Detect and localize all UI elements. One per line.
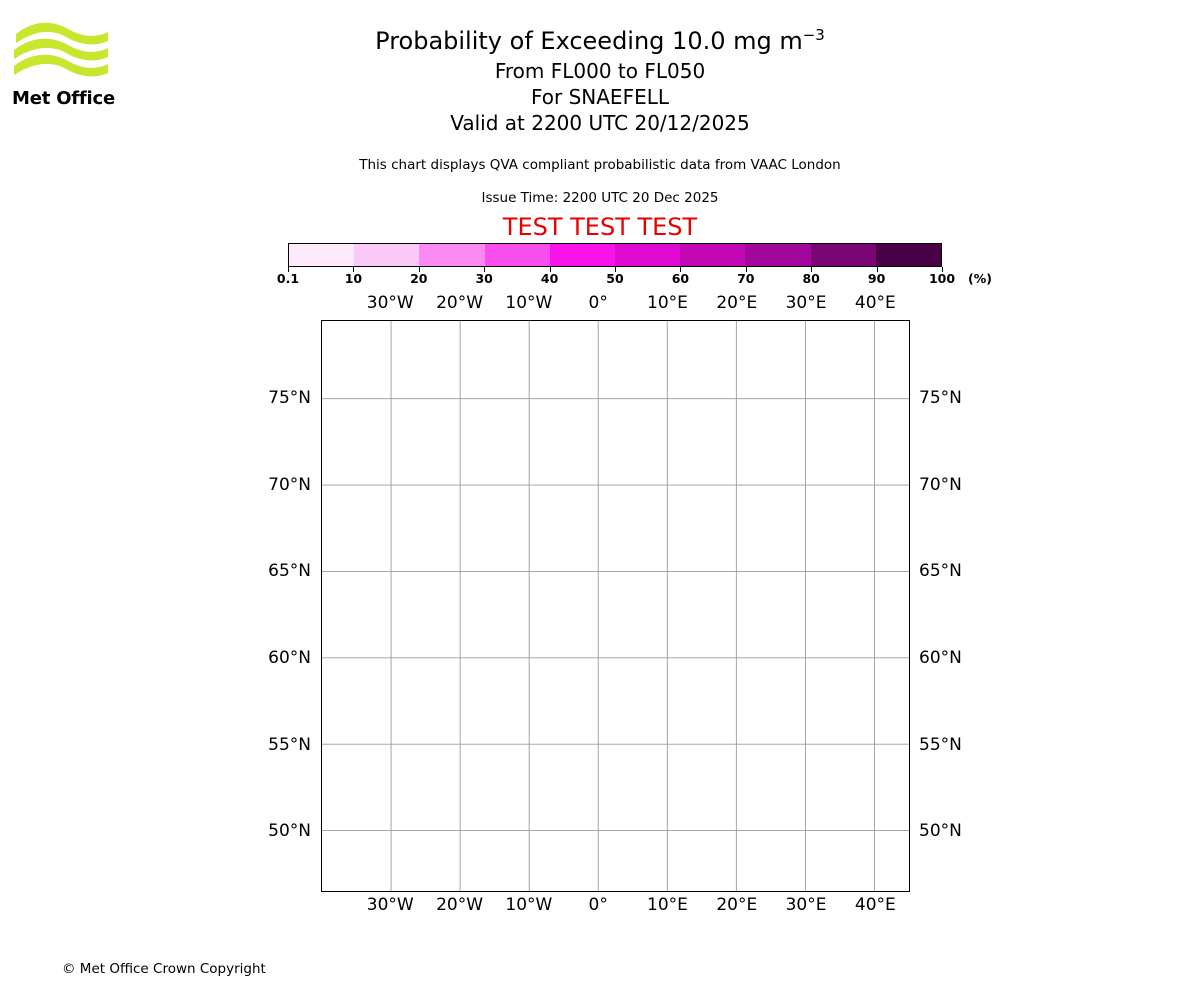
lon-label-top-40°E: 40°E	[854, 293, 896, 313]
lat-label-right-55°N: 55°N	[919, 734, 962, 755]
colorbar-tick-70	[745, 267, 747, 272]
colorbar-segment-4	[549, 244, 616, 266]
met-office-wordmark: Met Office	[12, 88, 116, 109]
colorbar-segment-3	[484, 244, 550, 266]
lon-label-top-0°: 0°	[588, 293, 608, 313]
colorbar-gradient	[288, 243, 942, 267]
colorbar-tick-80	[811, 267, 813, 272]
lon-label-bottom-30°W: 30°W	[366, 895, 414, 915]
colorbar-unit-label: (%)	[968, 271, 992, 286]
lon-label-top-30°E: 30°E	[785, 293, 827, 313]
colorbar-tick-label-30: 30	[475, 271, 493, 286]
colorbar-segment-7	[745, 244, 811, 266]
colorbar-segment-1	[354, 244, 420, 266]
title-volcano: For SNAEFELL	[530, 85, 669, 109]
lat-label-left-50°N: 50°N	[268, 821, 311, 842]
issue-time-label: Issue Time: 2200 UTC 20 Dec 2025	[481, 190, 719, 206]
colorbar-segment-9	[875, 244, 942, 266]
colorbar-tick-60	[680, 267, 682, 272]
colorbar-segment-2	[419, 244, 485, 266]
page-title: Probability of Exceeding 10.0 mg m−3	[0, 24, 1200, 58]
colorbar	[288, 243, 942, 267]
lat-label-right-75°N: 75°N	[919, 388, 962, 408]
colorbar-tick-20	[418, 267, 420, 272]
lat-label-right-70°N: 70°N	[919, 474, 962, 495]
colorbar-tick-10	[353, 267, 355, 272]
colorbar-tick-40	[549, 267, 551, 272]
met-office-logo	[12, 18, 112, 113]
lon-label-bottom-20°W: 20°W	[436, 895, 484, 915]
lat-label-right-65°N: 65°N	[919, 561, 962, 582]
lon-label-top-20°E: 20°E	[716, 293, 758, 313]
lon-label-bottom-10°E: 10°E	[647, 895, 688, 915]
colorbar-segment-5	[615, 244, 681, 266]
lat-label-left-60°N: 60°N	[268, 648, 311, 668]
title-flight-levels: From FL000 to FL050	[494, 59, 706, 83]
colorbar-tick-label-60: 60	[671, 271, 690, 286]
colorbar-tick-30	[484, 267, 486, 272]
colorbar-tick-axis: 0.1 10 20 30 40 50 60 70 80 90 100	[277, 267, 955, 286]
lat-label-right-50°N: 50°N	[919, 821, 962, 842]
map-gridlines	[322, 321, 909, 891]
lat-label-left-75°N: 75°N	[268, 388, 311, 408]
colorbar-tick-label-20: 20	[410, 271, 428, 286]
colorbar-tick-label-0.1: 0.1	[276, 271, 300, 286]
colorbar-tick-50	[615, 267, 616, 272]
lat-label-left-70°N: 70°N	[268, 474, 311, 495]
lon-label-top-20°W: 20°W	[436, 293, 484, 313]
colorbar-tick-label-100: 100	[928, 271, 956, 286]
lon-label-bottom-20°E: 20°E	[716, 895, 758, 915]
lat-label-left-65°N: 65°N	[268, 561, 311, 582]
title-valid-time: Valid at 2200 UTC 20/12/2025	[450, 111, 750, 135]
title-superscript: −3	[802, 26, 825, 44]
colorbar-tick-label-90: 90	[867, 271, 886, 286]
map-canvas	[322, 321, 909, 891]
colorbar-tick-90	[876, 267, 878, 272]
colorbar-tick-100	[942, 267, 943, 272]
colorbar-tick-label-50: 50	[606, 271, 624, 286]
colorbar-tick-label-70: 70	[737, 271, 755, 286]
copyright-notice: © Met Office Crown Copyright	[62, 961, 266, 977]
lat-label-left-55°N: 55°N	[268, 734, 311, 755]
title-text: Probability of Exceeding 10.0 mg m	[375, 27, 803, 55]
logo-wave-group	[14, 22, 108, 77]
chart-title-block: Probability of Exceeding 10.0 mg m−3 Fro…	[0, 24, 1200, 136]
lat-label-right-60°N: 60°N	[919, 648, 962, 668]
test-banner: TEST TEST TEST	[502, 213, 698, 241]
lon-label-bottom-0°: 0°	[588, 895, 608, 915]
colorbar-tick-label-10: 10	[344, 271, 363, 286]
lon-label-bottom-30°E: 30°E	[785, 895, 827, 915]
colorbar-segment-0	[289, 244, 355, 266]
colorbar-tick-label-80: 80	[802, 271, 820, 286]
lon-label-top-30°W: 30°W	[366, 293, 414, 313]
colorbar-segment-6	[680, 244, 746, 266]
lon-label-bottom-10°W: 10°W	[505, 895, 553, 915]
colorbar-tick-label-40: 40	[540, 271, 559, 286]
colorbar-segment-8	[810, 244, 876, 266]
chart-caption: This chart displays QVA compliant probab…	[359, 157, 841, 173]
lon-label-top-10°E: 10°E	[647, 293, 688, 313]
colorbar-tick-0.1	[288, 267, 289, 272]
lon-label-top-10°W: 10°W	[505, 293, 553, 313]
map-plot-area[interactable]	[321, 320, 910, 892]
lon-label-bottom-40°E: 40°E	[854, 895, 896, 915]
